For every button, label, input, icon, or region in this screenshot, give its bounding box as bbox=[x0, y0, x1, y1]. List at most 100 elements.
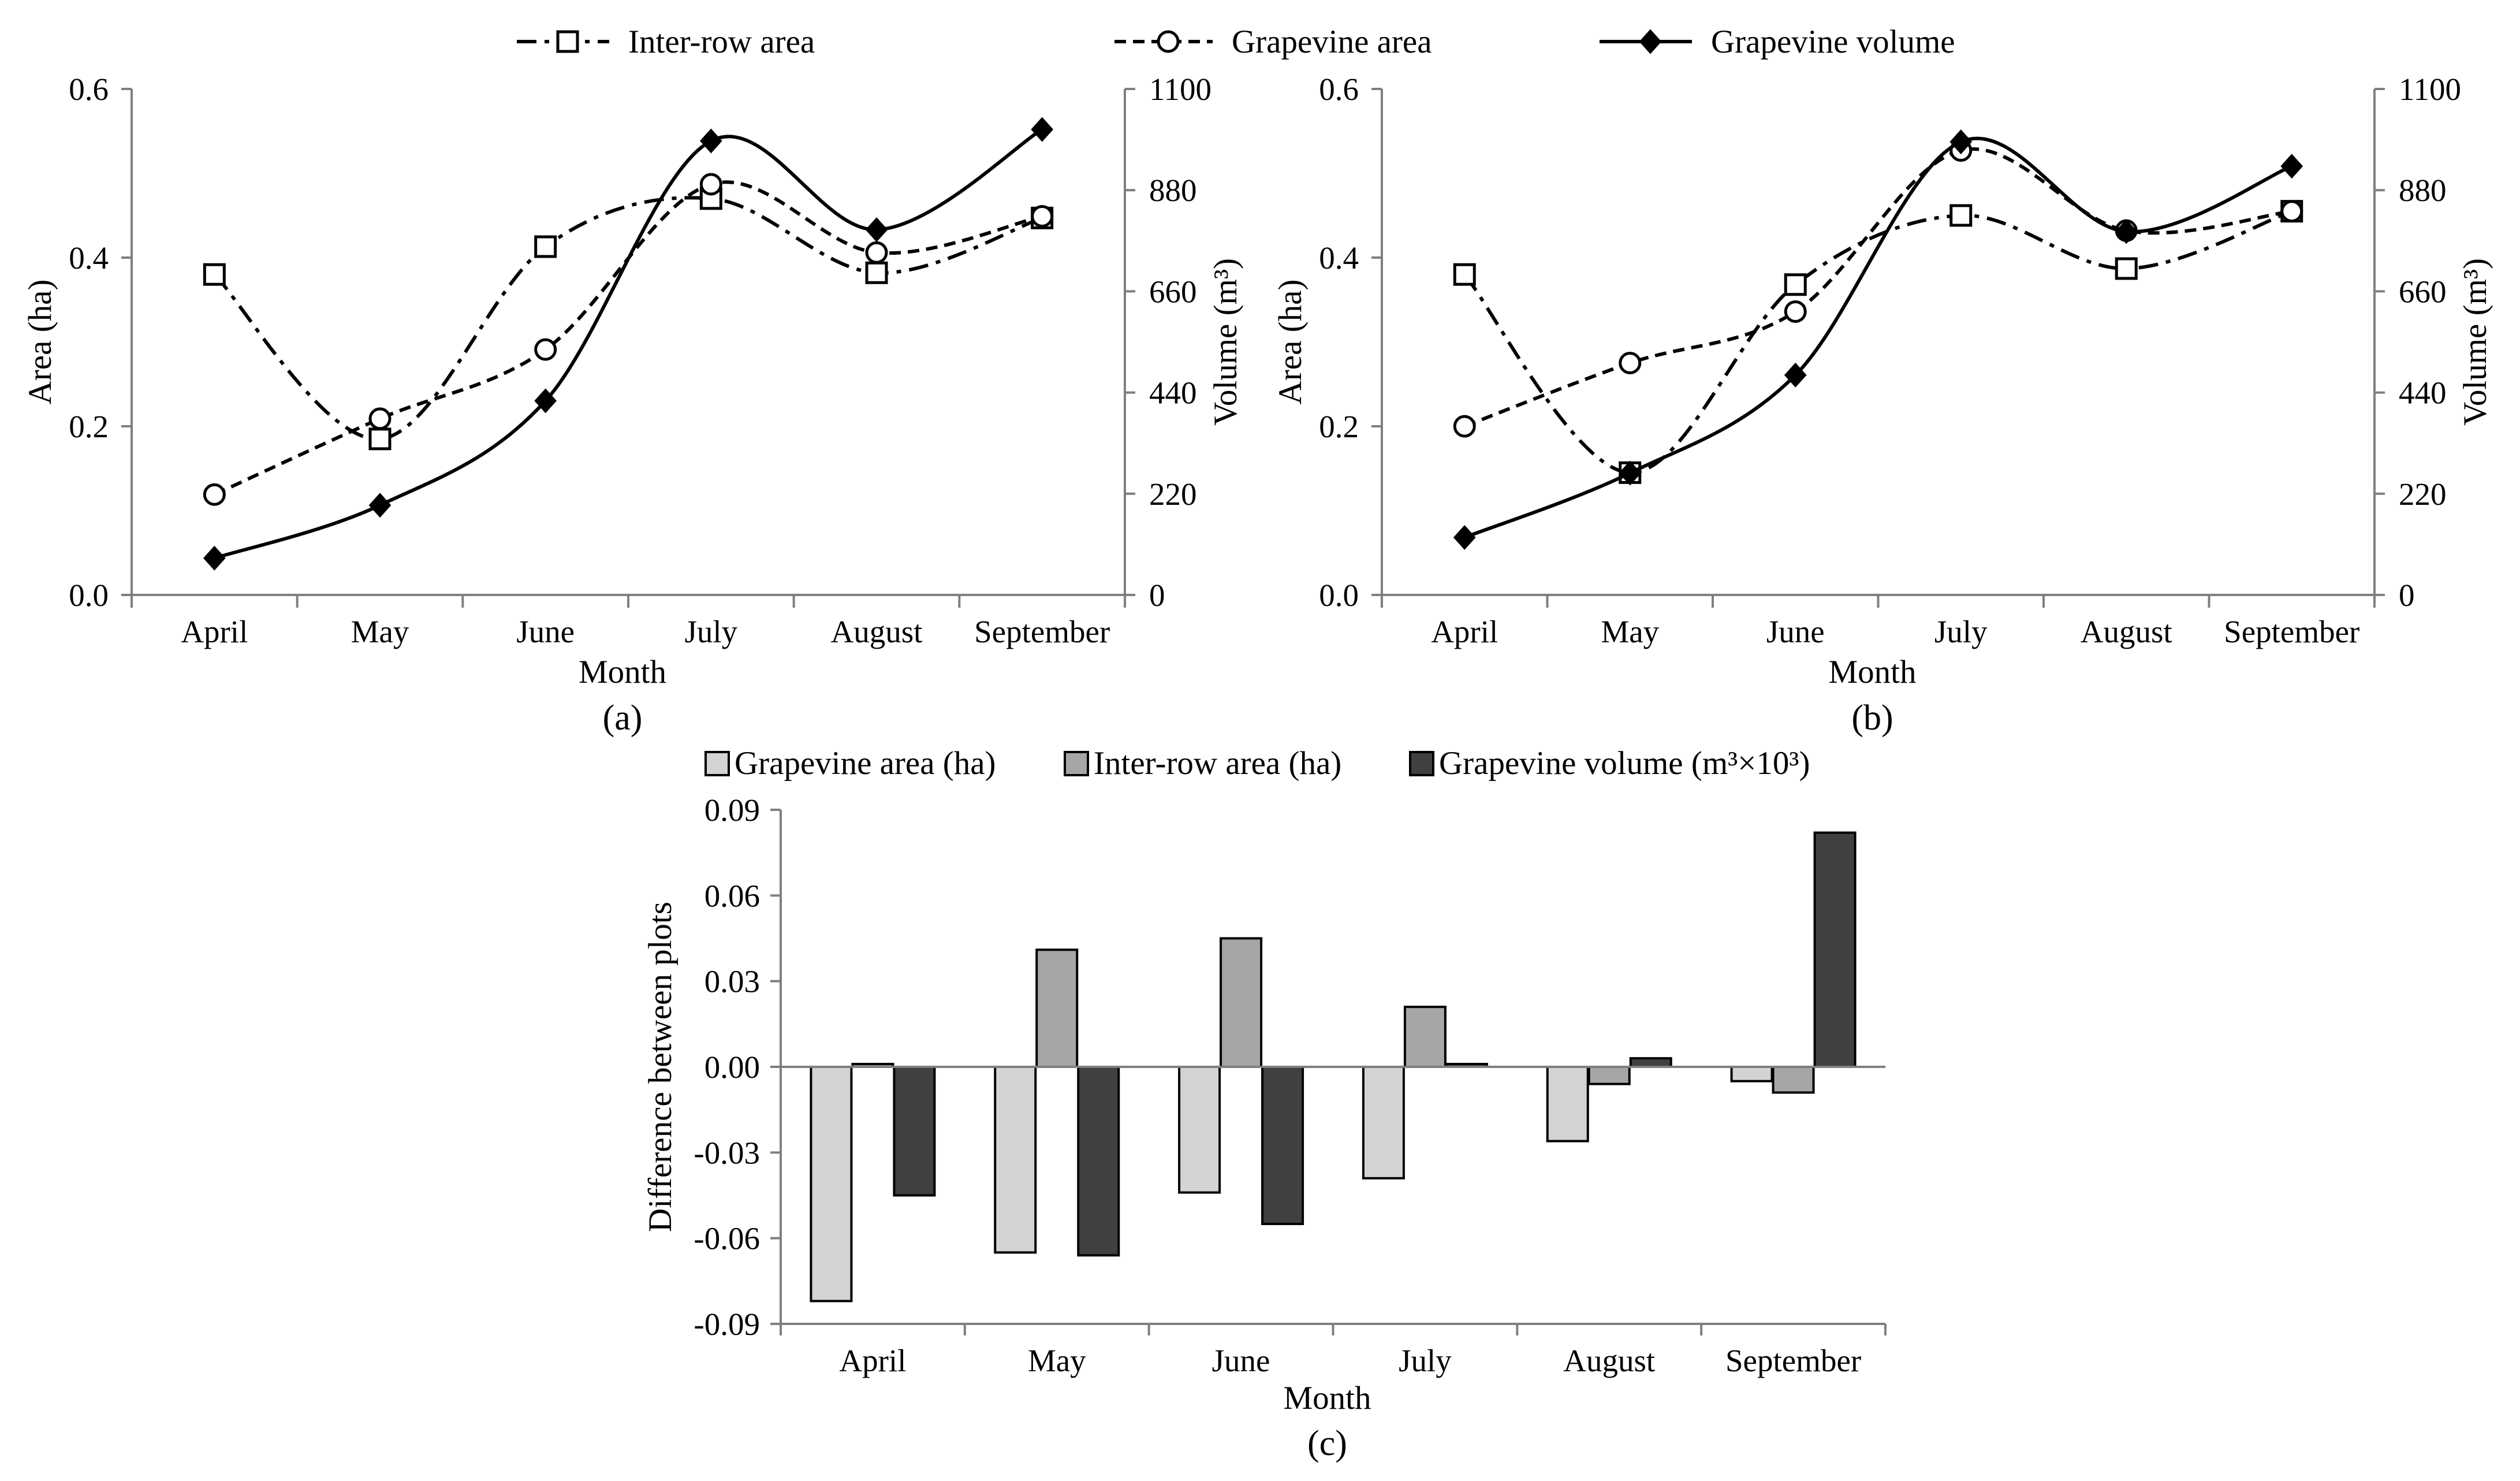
top-legend: Inter-row area Grapevine area Grapevine vo… bbox=[517, 24, 1955, 60]
y-tick-label: 0.4 bbox=[1319, 240, 1359, 276]
legend-marker bbox=[1639, 29, 1662, 54]
data-point bbox=[865, 217, 888, 243]
y-tick-label: 0.6 bbox=[1319, 72, 1359, 107]
data-point bbox=[1453, 524, 1476, 550]
x-axis-title: Month bbox=[1828, 654, 1916, 690]
legend-swatch bbox=[1064, 751, 1089, 776]
legend-item-inter-row: Inter-row area (ha) bbox=[1064, 745, 1341, 782]
x-tick-label: June bbox=[1766, 614, 1825, 649]
data-point bbox=[1784, 273, 1807, 296]
y-tick-label: 0.0 bbox=[1319, 578, 1359, 613]
y-tick-label: 0.00 bbox=[704, 1050, 760, 1085]
data-point bbox=[865, 261, 888, 284]
y2-tick-label: 440 bbox=[2399, 375, 2447, 411]
x-tick-label: August bbox=[1563, 1343, 1655, 1378]
chart-caption: (a) bbox=[603, 698, 643, 738]
x-tick-label: June bbox=[1212, 1343, 1270, 1378]
y-tick-label: 0.0 bbox=[69, 578, 109, 613]
y2-tick-label: 880 bbox=[1149, 173, 1197, 208]
legend-item-grapevine-area: Grapevine area bbox=[1114, 24, 1432, 60]
data-point bbox=[534, 235, 557, 258]
series-inter-row-area bbox=[203, 187, 1054, 451]
bar bbox=[1220, 937, 1263, 1068]
legend-label: Grapevine volume bbox=[1711, 24, 1955, 60]
chart-b: 0.0 0.2 0.4 0.6 0 220 440 660 880 1100 April May Jun… bbox=[1272, 72, 2493, 738]
y-tick-label: 0.2 bbox=[69, 409, 109, 444]
chart-caption: (b) bbox=[1851, 698, 1893, 738]
bar bbox=[1403, 1006, 1447, 1068]
x-axis-title: Month bbox=[579, 654, 666, 690]
data-point bbox=[1619, 460, 1642, 486]
series-line bbox=[1464, 147, 2292, 428]
bar bbox=[1772, 1066, 1815, 1094]
y-tick-label: 0.6 bbox=[69, 72, 109, 107]
y-tick-label: 0.4 bbox=[69, 240, 109, 276]
series-grapevine-area bbox=[1453, 139, 2303, 438]
bar bbox=[1178, 1066, 1221, 1194]
bar bbox=[810, 1066, 853, 1303]
data-point bbox=[1949, 204, 1973, 227]
x-tick-label: July bbox=[1934, 614, 1988, 649]
series-grapevine-area-ha bbox=[810, 1066, 1773, 1303]
y-tick-label: 0.03 bbox=[704, 964, 760, 999]
legend-item-inter-row: Inter-row area bbox=[517, 24, 815, 60]
legend-item-grapevine-volume: Grapevine volume (m³×10³) bbox=[1409, 745, 1810, 782]
y2-tick-label: 660 bbox=[1149, 274, 1197, 309]
data-point bbox=[534, 388, 557, 414]
y2-tick-label: 0 bbox=[2399, 578, 2415, 613]
x-tick-label: April bbox=[181, 614, 248, 649]
y2-axis-title: Volume (m³) bbox=[1207, 258, 1244, 426]
data-point bbox=[2115, 257, 2138, 280]
x-tick-label: May bbox=[1028, 1343, 1086, 1378]
data-point bbox=[203, 545, 226, 571]
data-point bbox=[2115, 219, 2138, 244]
x-axis-title: Month bbox=[1283, 1380, 1371, 1416]
legend-marker bbox=[556, 30, 579, 53]
x-tick-label: April bbox=[1431, 614, 1498, 649]
data-point bbox=[2280, 200, 2303, 223]
x-tick-label: July bbox=[1399, 1343, 1452, 1378]
legend-label: Inter-row area (ha) bbox=[1094, 745, 1341, 782]
legend-label: Grapevine area (ha) bbox=[735, 745, 996, 782]
data-point bbox=[1619, 352, 1642, 374]
series-line bbox=[1463, 209, 2292, 475]
y2-tick-label: 0 bbox=[1149, 578, 1165, 613]
legend-label: Inter-row area bbox=[628, 24, 815, 60]
y2-tick-label: 1100 bbox=[2399, 72, 2461, 107]
y-tick-label: -0.06 bbox=[694, 1221, 760, 1256]
data-point bbox=[368, 493, 392, 518]
legend-swatch bbox=[704, 751, 730, 776]
bar bbox=[1362, 1066, 1405, 1179]
data-point bbox=[1031, 117, 1054, 142]
bar bbox=[1813, 831, 1857, 1068]
bar bbox=[1587, 1066, 1631, 1085]
x-tick-label: May bbox=[1601, 614, 1659, 649]
y2-tick-label: 880 bbox=[2399, 173, 2447, 208]
chart-caption: (c) bbox=[1307, 1424, 1347, 1463]
data-point bbox=[699, 173, 722, 196]
legend-swatch bbox=[1409, 751, 1434, 776]
data-point bbox=[2280, 154, 2303, 179]
series-grapevine-volume bbox=[203, 117, 1054, 571]
y2-tick-label: 1100 bbox=[1149, 72, 1211, 107]
legend-label: Grapevine volume (m³×10³) bbox=[1439, 745, 1810, 782]
y2-tick-label: 220 bbox=[2399, 477, 2447, 512]
x-tick-label: September bbox=[1725, 1343, 1861, 1378]
legend-label: Grapevine area bbox=[1232, 24, 1432, 60]
data-point bbox=[1784, 300, 1807, 323]
data-point bbox=[368, 427, 392, 451]
data-point bbox=[1453, 263, 1476, 286]
x-tick-label: August bbox=[2081, 614, 2172, 649]
series-line bbox=[214, 180, 1043, 496]
legend-item-grapevine-area: Grapevine area (ha) bbox=[704, 745, 996, 782]
x-tick-label: June bbox=[516, 614, 575, 649]
bottom-legend: Grapevine area (ha) Inter-row area (ha) Gr… bbox=[704, 745, 1810, 782]
data-point bbox=[1784, 362, 1807, 388]
bar bbox=[1730, 1066, 1773, 1082]
data-point bbox=[368, 407, 392, 430]
data-point bbox=[699, 128, 722, 154]
y2-tick-label: 440 bbox=[1149, 375, 1197, 411]
x-tick-label: September bbox=[974, 614, 1110, 649]
x-tick-label: August bbox=[831, 614, 923, 649]
bar bbox=[1261, 1066, 1304, 1225]
